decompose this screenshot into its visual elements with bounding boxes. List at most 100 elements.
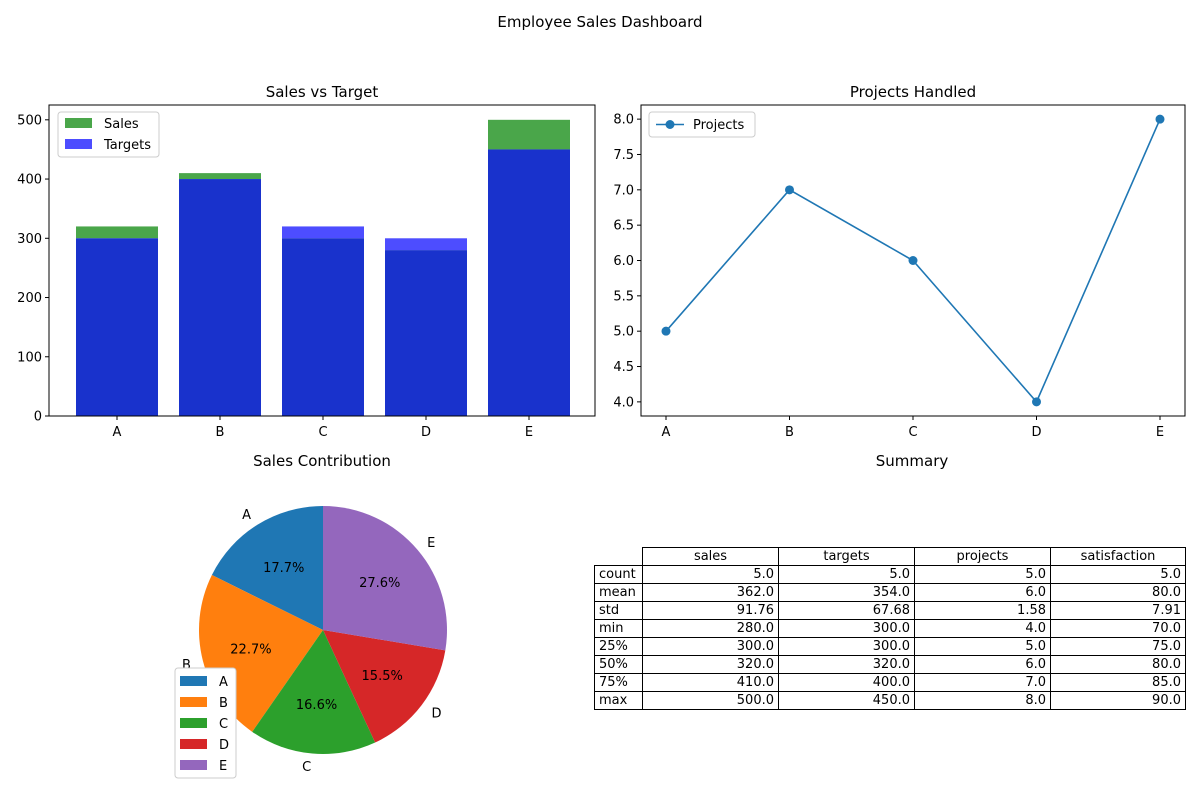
- y-tick-label: 400: [17, 173, 42, 188]
- row-label: count: [594, 565, 643, 584]
- x-tick-label: D: [1031, 425, 1041, 440]
- legend-label: D: [219, 738, 229, 753]
- table-cell: 75.0: [1050, 637, 1186, 656]
- bar-chart-title: Sales vs Target: [266, 83, 379, 101]
- table-cell: 7.0: [914, 673, 1051, 692]
- row-label: 50%: [594, 655, 643, 674]
- column-header: projects: [914, 547, 1051, 566]
- legend-swatch: [180, 718, 207, 728]
- legend-label: A: [219, 675, 228, 690]
- sales-vs-target-panel: Sales vs Target A B C D E 0 100 200 300 400 500 Sal…: [17, 83, 596, 440]
- bar-overlap: [385, 250, 467, 416]
- table-cell: 300.0: [778, 637, 915, 656]
- table-cell: 410.0: [642, 673, 779, 692]
- table-cell: 67.68: [778, 601, 915, 620]
- projects-handled-panel: Projects Handled A B C D E 4.0 4.5 5.0 5.5 6.0 6.5…: [613, 83, 1186, 440]
- bar-overlap: [179, 179, 261, 416]
- table-header-row: sales targets projects satisfaction: [595, 547, 1186, 566]
- pie-slice-label: B: [182, 658, 191, 673]
- line-chart-frame: [640, 104, 1186, 417]
- table-cell: 300.0: [642, 637, 779, 656]
- target-bar-excess: [385, 238, 467, 251]
- y-tick-label: 8.0: [613, 113, 634, 128]
- y-tick-label: 7.0: [613, 183, 634, 198]
- table-cell: 500.0: [642, 691, 779, 710]
- table-row: 25% 300.0 300.0 5.0 75.0: [594, 637, 1186, 656]
- x-tick-label: B: [216, 425, 225, 440]
- table-cell: 354.0: [778, 583, 915, 602]
- table-cell: 320.0: [642, 655, 779, 674]
- projects-point: [661, 326, 671, 336]
- table-row: mean 362.0 354.0 6.0 80.0: [594, 583, 1186, 602]
- x-tick-label: B: [785, 425, 794, 440]
- table-cell: 90.0: [1050, 691, 1186, 710]
- pie-slice-label: E: [427, 536, 435, 551]
- row-label: 75%: [594, 673, 643, 692]
- x-tick-label: E: [1156, 425, 1164, 440]
- row-label: 25%: [594, 637, 643, 656]
- table-cell: 5.0: [914, 565, 1051, 584]
- table-cell: 5.0: [642, 565, 779, 584]
- pie-slice: [211, 506, 323, 630]
- y-tick-label: 0: [34, 410, 42, 425]
- column-header: sales: [642, 547, 779, 566]
- projects-point: [1155, 114, 1165, 124]
- table-cell: 7.91: [1050, 601, 1186, 620]
- table-cell: 80.0: [1050, 655, 1186, 674]
- table-row: 50% 320.0 320.0 6.0 80.0: [594, 655, 1186, 674]
- table-cell: 5.0: [778, 565, 915, 584]
- pie-slice-label: A: [242, 508, 251, 523]
- legend-swatch: [65, 139, 92, 149]
- table-row: std 91.76 67.68 1.58 7.91: [594, 601, 1186, 620]
- table-row: min 280.0 300.0 4.0 70.0: [594, 619, 1186, 638]
- sales-bar-excess: [488, 119, 570, 150]
- pie-percent-label: 22.7%: [230, 643, 271, 658]
- table-cell: 280.0: [642, 619, 779, 638]
- column-header: targets: [778, 547, 915, 566]
- pie-slice-label: D: [432, 707, 442, 722]
- table-row: 75% 410.0 400.0 7.0 85.0: [594, 673, 1186, 692]
- pie-slice-label: C: [302, 760, 311, 775]
- dashboard-title: Employee Sales Dashboard: [497, 13, 702, 31]
- x-tick-label: A: [662, 425, 671, 440]
- legend-swatch: [180, 739, 207, 749]
- column-header: satisfaction: [1050, 547, 1186, 566]
- legend-swatch: [180, 676, 207, 686]
- summary-table: sales targets projects satisfaction coun…: [594, 547, 1186, 710]
- x-tick-label: D: [421, 425, 431, 440]
- table-cell: 400.0: [778, 673, 915, 692]
- line-chart-title: Projects Handled: [850, 83, 976, 101]
- table-cell: 85.0: [1050, 673, 1186, 692]
- table-cell: 6.0: [914, 655, 1051, 674]
- row-label: max: [594, 691, 643, 710]
- x-tick-label: E: [525, 425, 533, 440]
- table-row: count 5.0 5.0 5.0 5.0: [594, 565, 1186, 584]
- pie-slice: [323, 630, 446, 743]
- pie-slice: [323, 506, 447, 651]
- target-bar-excess: [282, 226, 364, 239]
- x-tick-label: C: [908, 425, 917, 440]
- table-cell: 4.0: [914, 619, 1051, 638]
- pie-percent-label: 17.7%: [263, 561, 304, 576]
- table-cell: 91.76: [642, 601, 779, 620]
- y-tick-label: 500: [17, 113, 42, 128]
- bar-overlap: [488, 149, 570, 416]
- projects-point: [908, 256, 918, 265]
- bar-overlap: [282, 238, 364, 416]
- table-cell: 70.0: [1050, 619, 1186, 638]
- y-tick-label: 7.5: [613, 148, 634, 163]
- legend-label: C: [219, 717, 228, 732]
- pie-percent-label: 15.5%: [362, 669, 403, 684]
- table-cell: 8.0: [914, 691, 1051, 710]
- x-tick-label: C: [318, 425, 327, 440]
- legend-label: Sales: [104, 117, 139, 132]
- table-cell: 1.58: [914, 601, 1051, 620]
- y-tick-label: 300: [17, 232, 42, 247]
- pie-percent-label: 16.6%: [296, 698, 337, 713]
- table-cell: 300.0: [778, 619, 915, 638]
- pie-percent-label: 27.6%: [359, 576, 400, 591]
- table-cell: 6.0: [914, 583, 1051, 602]
- y-tick-label: 4.5: [613, 360, 634, 375]
